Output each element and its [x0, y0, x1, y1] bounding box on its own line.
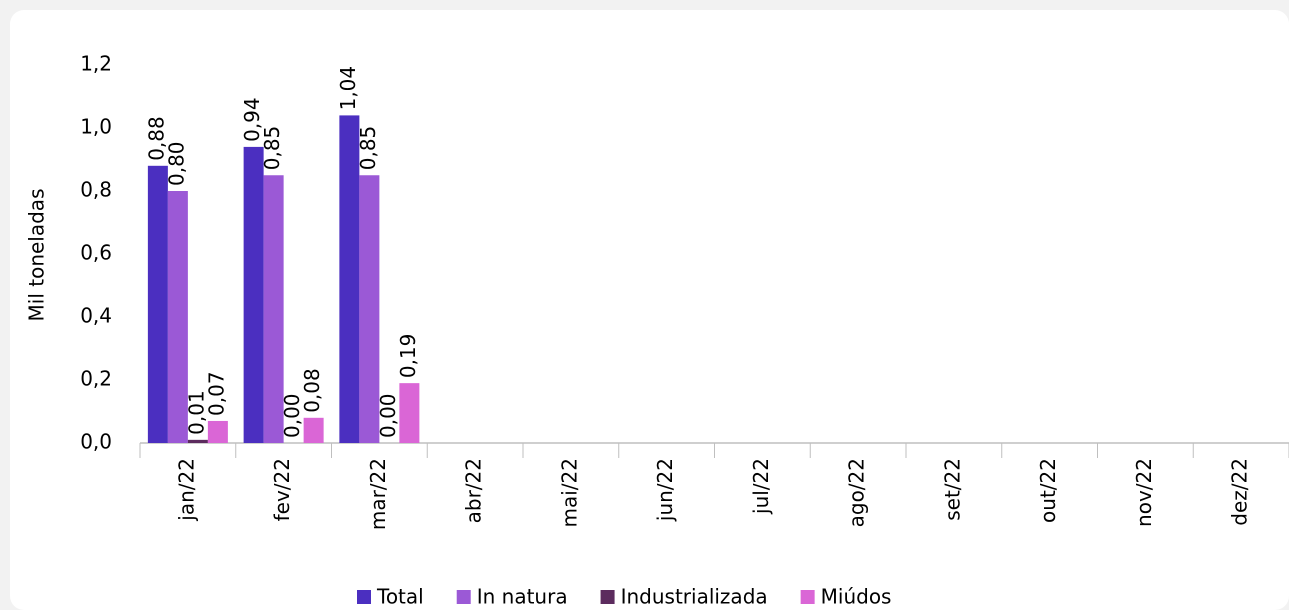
bar [187, 439, 208, 443]
x-tick-label: fev/22 [270, 458, 294, 521]
data-label: 1,04 [336, 66, 360, 111]
bar [339, 115, 360, 444]
bar [399, 383, 420, 443]
data-label: 0,94 [240, 97, 264, 142]
x-tick-label: out/22 [1036, 458, 1060, 523]
y-tick-label: 1,0 [80, 115, 112, 139]
legend-label: Industrializada [621, 585, 768, 609]
x-tick-label: ago/22 [845, 458, 869, 527]
data-label: 0,00 [280, 393, 304, 438]
x-tick-label: set/22 [940, 458, 964, 521]
y-tick-label: 0,6 [80, 241, 112, 265]
x-tick-label: nov/22 [1132, 458, 1156, 527]
x-tick-label: jan/22 [174, 458, 198, 522]
y-tick-label: 0,2 [80, 367, 112, 391]
legend-swatch [600, 590, 615, 604]
x-tick-label: jun/22 [653, 458, 677, 522]
bar [303, 417, 324, 443]
chart-panel [10, 10, 1289, 610]
data-label: 0,88 [144, 116, 168, 161]
legend-swatch [456, 590, 471, 604]
y-tick-label: 0,0 [80, 430, 112, 454]
y-tick-label: 1,2 [80, 52, 112, 76]
y-axis-title: Mil toneladas [25, 189, 49, 322]
bar [167, 191, 188, 443]
data-label: 0,08 [300, 368, 324, 413]
legend-label: In natura [477, 585, 568, 609]
legend-label: Miúdos [821, 585, 892, 609]
bar [147, 165, 168, 444]
x-tick-label: abr/22 [462, 458, 486, 523]
x-tick-label: mai/22 [557, 458, 581, 527]
x-tick-label: dez/22 [1228, 458, 1252, 526]
legend-swatch [800, 590, 815, 604]
x-tick-label: jul/22 [749, 458, 773, 515]
data-label: 0,85 [260, 126, 284, 171]
bar [207, 420, 228, 443]
data-label: 0,19 [396, 334, 420, 379]
data-label: 0,80 [164, 141, 188, 186]
legend-label: Total [376, 585, 424, 609]
y-tick-label: 0,4 [80, 304, 112, 328]
bar [359, 175, 380, 443]
x-tick-label: mar/22 [366, 458, 390, 530]
legend-swatch [357, 590, 371, 604]
data-label: 0,01 [184, 390, 208, 435]
y-tick-label: 0,8 [80, 178, 112, 202]
data-label: 0,85 [356, 126, 380, 171]
bar [263, 175, 284, 443]
bar [243, 146, 264, 443]
data-label: 0,07 [204, 371, 228, 416]
data-label: 0,00 [376, 393, 400, 438]
